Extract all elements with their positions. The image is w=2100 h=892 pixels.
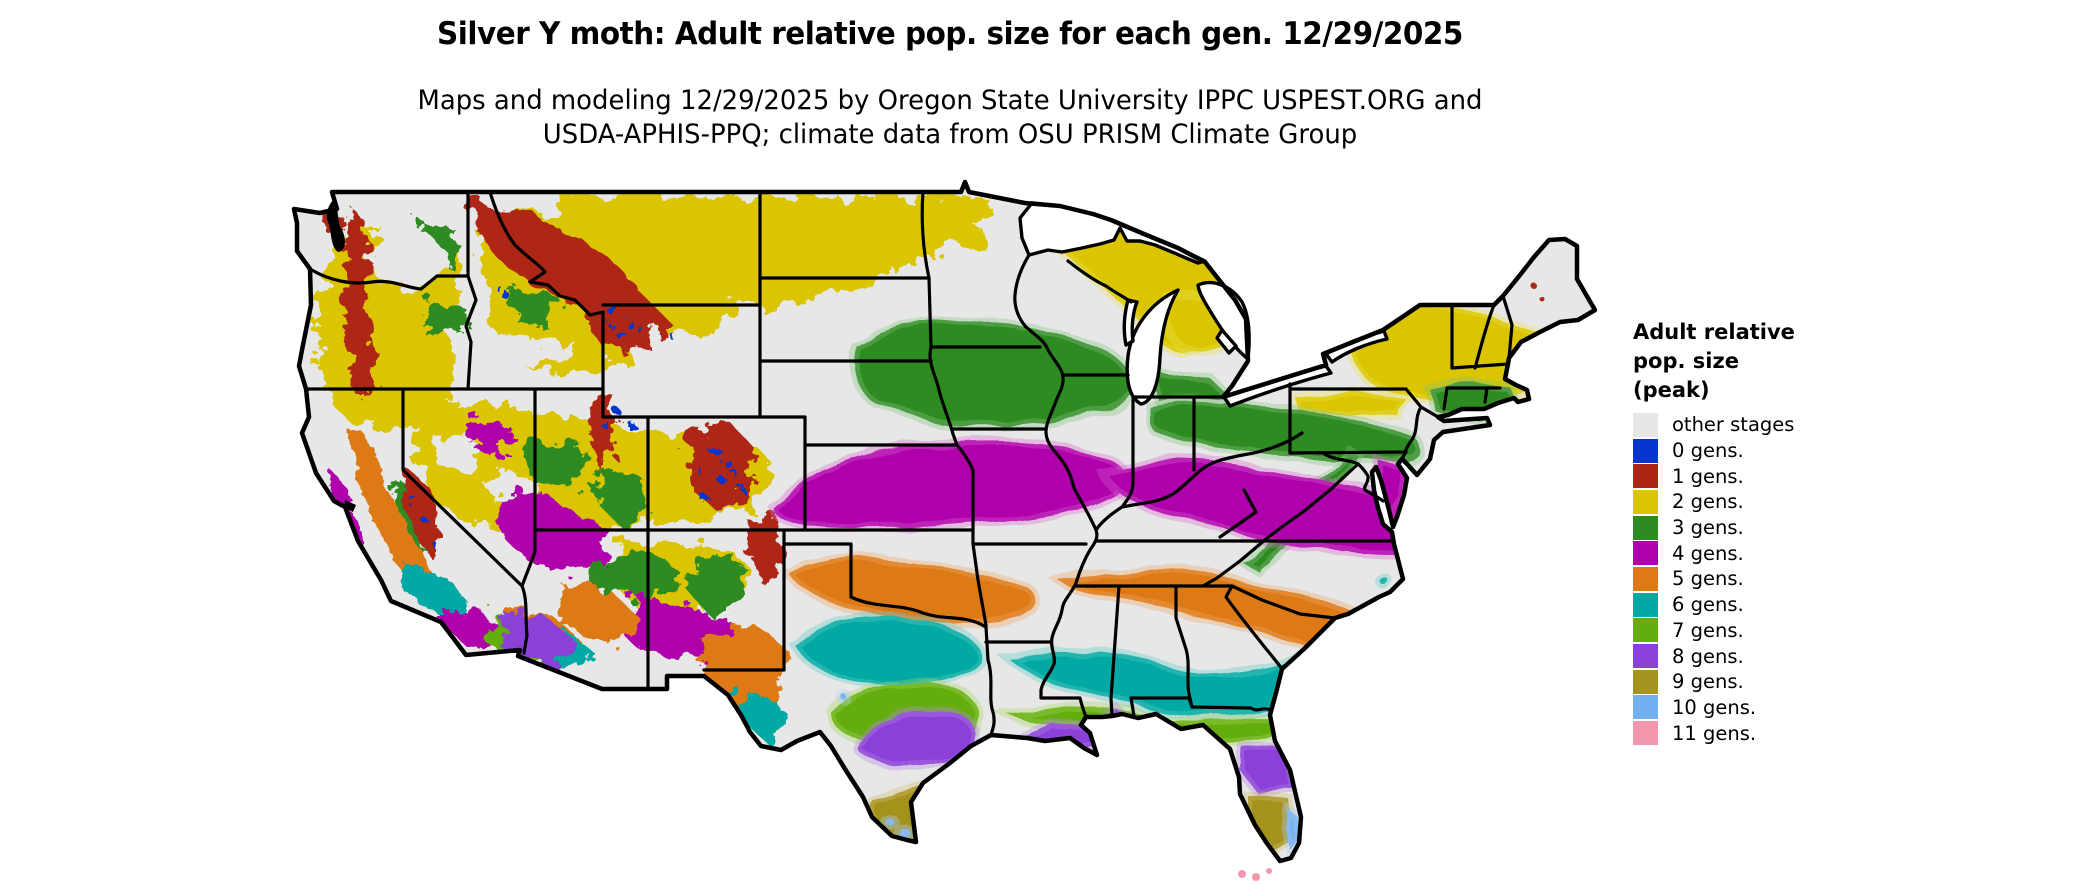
legend-row: 0 gens. bbox=[1633, 438, 1933, 464]
band-11gens-keys bbox=[1238, 868, 1272, 881]
legend-swatch bbox=[1633, 644, 1658, 669]
legend-swatch bbox=[1633, 489, 1658, 514]
page-title: Silver Y moth: Adult relative pop. size … bbox=[437, 16, 1463, 52]
legend-swatch bbox=[1633, 464, 1658, 489]
legend-title: Adult relative pop. size (peak) bbox=[1633, 320, 1795, 402]
legend-label: 7 gens. bbox=[1672, 618, 1744, 642]
gray-basins bbox=[367, 224, 721, 512]
legend-row: 11 gens. bbox=[1633, 720, 1933, 746]
legend-swatch bbox=[1633, 695, 1658, 720]
legend-label: 2 gens. bbox=[1672, 490, 1744, 514]
subtitle-line-1: Maps and modeling 12/29/2025 by Oregon S… bbox=[417, 85, 1483, 116]
legend-row: 3 gens. bbox=[1633, 515, 1933, 541]
legend-label: 0 gens. bbox=[1672, 439, 1744, 463]
legend-label: 5 gens. bbox=[1672, 567, 1744, 591]
band-5gens-west bbox=[346, 427, 790, 714]
coastal-water-detail bbox=[326, 200, 356, 512]
legend-label: 3 gens. bbox=[1672, 516, 1744, 540]
legend-row: 8 gens. bbox=[1633, 643, 1933, 669]
legend-row: 2 gens. bbox=[1633, 489, 1933, 515]
legend-items: other stages 0 gens. 1 gens. 2 gens. 3 g… bbox=[1633, 412, 1933, 746]
legend-swatch bbox=[1633, 721, 1658, 746]
puget-sound bbox=[326, 200, 345, 252]
legend-label: 1 gens. bbox=[1672, 464, 1744, 488]
legend-row: 9 gens. bbox=[1633, 669, 1933, 695]
band-0gens-west bbox=[413, 285, 743, 545]
band-9gens-east bbox=[865, 780, 1301, 858]
page-subtitle: Maps and modeling 12/29/2025 by Oregon S… bbox=[38, 84, 1862, 152]
legend-row: 10 gens. bbox=[1633, 695, 1933, 721]
legend-label: other stages bbox=[1672, 413, 1795, 437]
lake-michigan bbox=[1125, 288, 1180, 406]
legend-swatch bbox=[1633, 618, 1658, 643]
legend-row: 5 gens. bbox=[1633, 566, 1933, 592]
legend-row: 4 gens. bbox=[1633, 540, 1933, 566]
legend-label: 8 gens. bbox=[1672, 644, 1744, 668]
legend-swatch bbox=[1633, 541, 1658, 566]
legend: Adult relative pop. size (peak) other st… bbox=[1633, 318, 1933, 746]
legend-label: 6 gens. bbox=[1672, 593, 1744, 617]
state-borders bbox=[304, 190, 1514, 737]
legend-label: 10 gens. bbox=[1672, 695, 1757, 719]
legend-row: other stages bbox=[1633, 412, 1933, 438]
legend-row: 1 gens. bbox=[1633, 463, 1933, 489]
legend-label: 9 gens. bbox=[1672, 670, 1744, 694]
legend-swatch bbox=[1633, 669, 1658, 694]
legend-swatch bbox=[1633, 592, 1658, 617]
legend-label: 4 gens. bbox=[1672, 541, 1744, 565]
legend-swatch bbox=[1633, 566, 1658, 591]
san-francisco-bay bbox=[344, 500, 356, 512]
legend-swatch bbox=[1633, 515, 1658, 540]
legend-swatch bbox=[1633, 412, 1658, 437]
legend-label: 11 gens. bbox=[1672, 721, 1757, 745]
subtitle-line-2: USDA-APHIS-PPQ; climate data from OSU PR… bbox=[542, 119, 1358, 150]
green-bay bbox=[1122, 298, 1139, 347]
west-mottle bbox=[318, 195, 990, 740]
saginaw-bay bbox=[1215, 328, 1238, 355]
legend-row: 7 gens. bbox=[1633, 618, 1933, 644]
legend-row: 6 gens. bbox=[1633, 592, 1933, 618]
legend-swatch bbox=[1633, 438, 1658, 463]
